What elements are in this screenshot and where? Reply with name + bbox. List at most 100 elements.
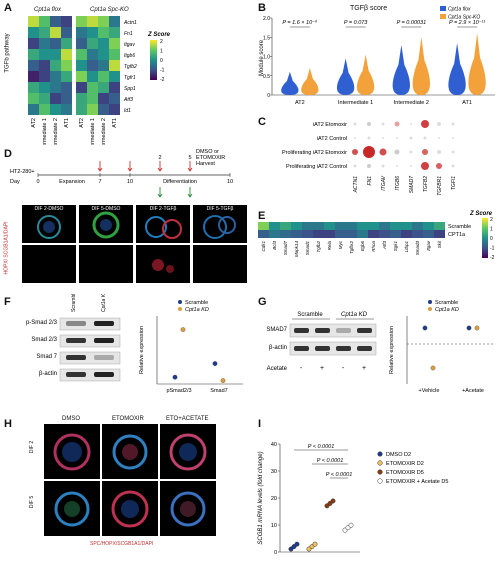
x-tick-label: +Vehicle <box>419 388 440 394</box>
x-tick-label: +Acetate <box>462 388 484 394</box>
row-label: iAT2 Etomoxir <box>313 122 347 128</box>
red-arrow <box>187 161 193 172</box>
timeline-day: 10 <box>127 179 133 185</box>
band <box>66 338 86 343</box>
data-point <box>466 325 472 331</box>
violin-chart-b: 0 0.5 1.0 1.5 2.0 AT2 P = 1.6 × 10⁻⁶ Intermedia… <box>263 6 495 106</box>
legend-label: ETOMOXIR D5 <box>386 470 424 476</box>
column-label: AT2 <box>31 118 37 128</box>
caption-d-2: DIF 5-DMSO <box>91 206 121 212</box>
heatmap-cell <box>87 60 98 71</box>
p-value-annotation: P = 0.073 <box>344 20 368 26</box>
panel-label-i: I <box>258 418 262 430</box>
legend-marker <box>377 469 383 475</box>
micro-d-7 <box>136 245 190 283</box>
treatment-label: ETOMOXIR <box>196 155 225 161</box>
legend-label: Cpt1a flox <box>448 7 471 13</box>
gene-label: ITGAV <box>381 175 387 190</box>
caption-d-1: DIF 2-DMSO <box>34 206 64 212</box>
heatmap-cell <box>313 222 324 230</box>
heatmap-cell <box>280 222 291 230</box>
heatmap-cell <box>401 222 412 230</box>
lane-label: Scramble <box>71 294 77 312</box>
data-point <box>172 374 178 380</box>
timeline-day: 7 <box>98 179 101 185</box>
legend-title: Z Score <box>469 211 493 217</box>
heatmap-cell <box>368 230 379 238</box>
band <box>66 355 86 360</box>
marker-day: 2 <box>158 155 161 161</box>
heatmap-cell <box>109 38 120 49</box>
y-tick-label: 20 <box>271 496 277 502</box>
panel-f: Scramble Cpt1a KD p-Smad 2/3 Smad 2/3 Smad 7… <box>0 294 250 404</box>
column-label: Intermediate 2 <box>53 118 59 145</box>
phase-label: Expansion <box>59 179 85 185</box>
micro-d-3: DIF 2-TGFβ <box>136 205 190 243</box>
heatmap-cell <box>87 27 98 38</box>
heatmap-cell <box>76 71 87 82</box>
dot <box>394 149 400 155</box>
heatmap-cell <box>76 104 87 115</box>
legend-label: DMSO D2 <box>386 452 411 458</box>
caption-d-3: DIF 2-TGFβ <box>149 206 177 212</box>
legend-label: Cpt1a Spc-KO <box>448 15 480 21</box>
gene-label: Atf3 <box>382 241 387 251</box>
violin-ko <box>301 68 319 95</box>
p-value-annotation: P < 0.0001 <box>317 458 344 464</box>
y-tick-label: 10 <box>271 523 277 529</box>
heatmap-cell <box>109 93 120 104</box>
panel-label-a: A <box>4 2 12 14</box>
gene-label: Sgk1 <box>393 241 398 252</box>
column-label: Intermediate 1 <box>90 118 96 145</box>
heatmap-cell <box>109 49 120 60</box>
gene-label: Ltbp1 <box>404 241 409 253</box>
gene-label: Tgfbr2 <box>349 241 354 255</box>
heatmap-cell <box>346 230 357 238</box>
heatmap-cell <box>357 222 368 230</box>
data-point <box>212 361 218 366</box>
heatmap-cell <box>291 230 302 238</box>
heatmap-cell <box>50 38 61 49</box>
band <box>66 321 86 326</box>
heatmap-cell <box>28 38 39 49</box>
column-label: AT1 <box>64 118 70 128</box>
heatmap-cell <box>98 60 109 71</box>
panel-label-g: G <box>258 296 267 308</box>
dot <box>363 146 375 158</box>
col-label-dmso: DMSO <box>62 416 80 422</box>
heatmap-cell <box>28 93 39 104</box>
legend-tick: 2 <box>160 39 163 45</box>
y-tick-label: 1.0 <box>263 55 270 61</box>
data-point <box>348 522 354 528</box>
heatmap-cell <box>28 104 39 115</box>
dot <box>352 149 358 155</box>
heatmap-cell <box>258 222 269 230</box>
heatmap-cell <box>50 104 61 115</box>
dot <box>409 150 413 154</box>
row-label: iAT2 Control <box>317 136 347 142</box>
dot <box>354 137 356 139</box>
heatmap-cell <box>61 27 72 38</box>
dot <box>451 150 455 154</box>
row-label: CPT1a <box>448 232 466 238</box>
heatmap-cell <box>61 93 72 104</box>
micro-d-4: DIF 5-TGFβ <box>193 205 247 243</box>
legend-label: ETOMOXIR D2 <box>386 461 424 467</box>
gene-label: Itgav <box>124 42 135 48</box>
dot <box>367 164 371 168</box>
legend-marker <box>377 451 383 457</box>
panel-label-f: F <box>4 296 11 308</box>
band <box>294 346 309 351</box>
legend-colorbar <box>482 218 488 258</box>
y-axis-label: SCGB1 mRNA levels (fold change) <box>258 451 264 544</box>
heatmap-cell <box>423 230 434 238</box>
heatmap-cell <box>434 222 445 230</box>
heatmap-cell <box>50 82 61 93</box>
legend-tick: -2 <box>490 255 495 261</box>
blot-label: Smad 2/3 <box>31 337 57 343</box>
y-tick-label: 0 <box>274 550 277 556</box>
violin-flox <box>392 44 411 95</box>
col-label-eto-acetate: ETO+ACETATE <box>166 416 209 422</box>
legend-marker <box>178 300 182 304</box>
green-arrow <box>157 187 163 198</box>
